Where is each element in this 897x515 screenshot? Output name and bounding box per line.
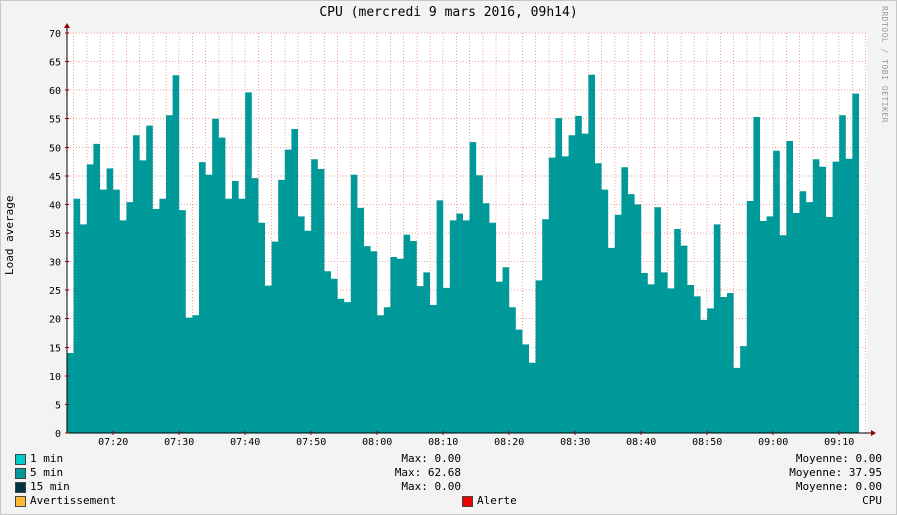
series-5min-area	[67, 74, 859, 433]
y-tick-label: 65	[49, 58, 61, 69]
legend-max-5min: Max: 62.68	[394, 466, 461, 479]
swatch-warning	[15, 496, 26, 507]
legend-row-thresholds: Avertissement Alerte CPU	[0, 494, 897, 508]
legend-footer-cpu: CPU	[862, 494, 882, 507]
legend-label-15min: 15 min	[30, 480, 70, 493]
x-tick-label: 09:10	[824, 437, 854, 448]
legend-row-5min: 5 min Max: 62.68 Moyenne: 37.95	[0, 466, 897, 480]
y-tick-label: 25	[49, 286, 61, 297]
x-tick-label: 07:20	[98, 437, 128, 448]
y-tick-label: 30	[49, 258, 61, 269]
swatch-alert	[462, 496, 473, 507]
legend-row-15min: 15 min Max: 0.00 Moyenne: 0.00	[0, 480, 897, 494]
x-axis-arrow-icon	[871, 430, 876, 436]
legend-max-1min: Max: 0.00	[401, 452, 461, 465]
y-tick-label: 50	[49, 143, 61, 154]
y-tick-label: 0	[55, 429, 61, 440]
swatch-1min	[15, 454, 26, 465]
x-tick-label: 07:50	[296, 437, 326, 448]
legend-avg-1min: Moyenne: 0.00	[795, 452, 882, 465]
y-tick-label: 70	[49, 29, 61, 40]
legend-label-warning: Avertissement	[30, 494, 117, 507]
swatch-5min	[15, 468, 26, 479]
x-tick-label: 07:40	[230, 437, 260, 448]
legend-label-1min: 1 min	[30, 452, 64, 465]
y-tick-label: 55	[49, 115, 61, 126]
rrdtool-credit: RRDTOOL / TOBI OETIKER	[880, 6, 889, 123]
legend-max-15min: Max: 0.00	[401, 480, 461, 493]
y-tick-label: 35	[49, 229, 61, 240]
x-tick-label: 08:50	[692, 437, 722, 448]
legend-label-alert: Alerte	[477, 494, 517, 507]
y-axis-arrow-icon	[64, 23, 70, 28]
x-tick-label: 08:30	[560, 437, 590, 448]
x-tick-label: 08:40	[626, 437, 656, 448]
x-tick-label: 07:30	[164, 437, 194, 448]
y-tick-label: 20	[49, 315, 61, 326]
legend-avg-15min: Moyenne: 0.00	[795, 480, 882, 493]
legend-avg-5min: Moyenne: 37.95	[789, 466, 882, 479]
y-tick-label: 10	[49, 372, 61, 383]
x-tick-label: 08:00	[362, 437, 392, 448]
y-tick-label: 60	[49, 86, 61, 97]
legend-label-5min: 5 min	[30, 466, 64, 479]
chart-title: CPU (mercredi 9 mars 2016, 09h14)	[319, 5, 578, 20]
x-tick-label: 08:20	[494, 437, 524, 448]
y-tick-label: 40	[49, 200, 61, 211]
y-tick-label: 45	[49, 172, 61, 183]
y-tick-label: 5	[55, 400, 61, 411]
swatch-15min	[15, 482, 26, 493]
x-tick-label: 09:00	[758, 437, 788, 448]
legend-row-1min: 1 min Max: 0.00 Moyenne: 0.00	[0, 452, 897, 466]
y-tick-label: 15	[49, 343, 61, 354]
x-tick-label: 08:10	[428, 437, 458, 448]
